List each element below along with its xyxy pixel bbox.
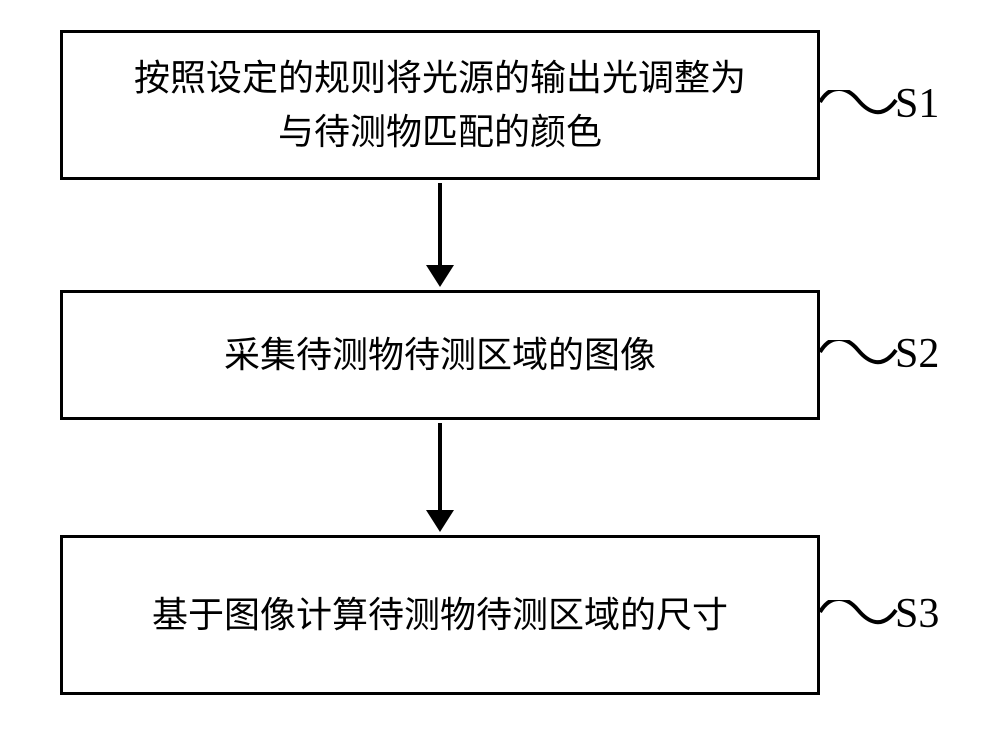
arrow-s2-s3-line xyxy=(438,423,442,512)
arrow-s2-s3-head xyxy=(426,510,454,532)
arrow-s1-s2-head xyxy=(426,265,454,287)
step-label-s1: S1 xyxy=(895,80,939,128)
step-text-s3: 基于图像计算待测物待测区域的尺寸 xyxy=(152,588,728,642)
tilde-connector-s2 xyxy=(820,340,898,368)
step-text-s1: 按照设定的规则将光源的输出光调整为与待测物匹配的颜色 xyxy=(134,51,746,159)
step-label-text-s1: S1 xyxy=(895,81,939,127)
step-box-s2: 采集待测物待测区域的图像 xyxy=(60,290,820,420)
step-label-text-s2: S2 xyxy=(895,331,939,377)
flowchart-container: 按照设定的规则将光源的输出光调整为与待测物匹配的颜色 S1 采集待测物待测区域的… xyxy=(0,0,1000,756)
tilde-connector-s3 xyxy=(820,600,898,628)
arrow-s1-s2-line xyxy=(438,183,442,267)
tilde-connector-s1 xyxy=(820,90,898,118)
step-label-s3: S3 xyxy=(895,590,939,638)
step-text-s2: 采集待测物待测区域的图像 xyxy=(224,328,656,382)
step-label-s2: S2 xyxy=(895,330,939,378)
step-label-text-s3: S3 xyxy=(895,591,939,637)
step-box-s1: 按照设定的规则将光源的输出光调整为与待测物匹配的颜色 xyxy=(60,30,820,180)
step-box-s3: 基于图像计算待测物待测区域的尺寸 xyxy=(60,535,820,695)
